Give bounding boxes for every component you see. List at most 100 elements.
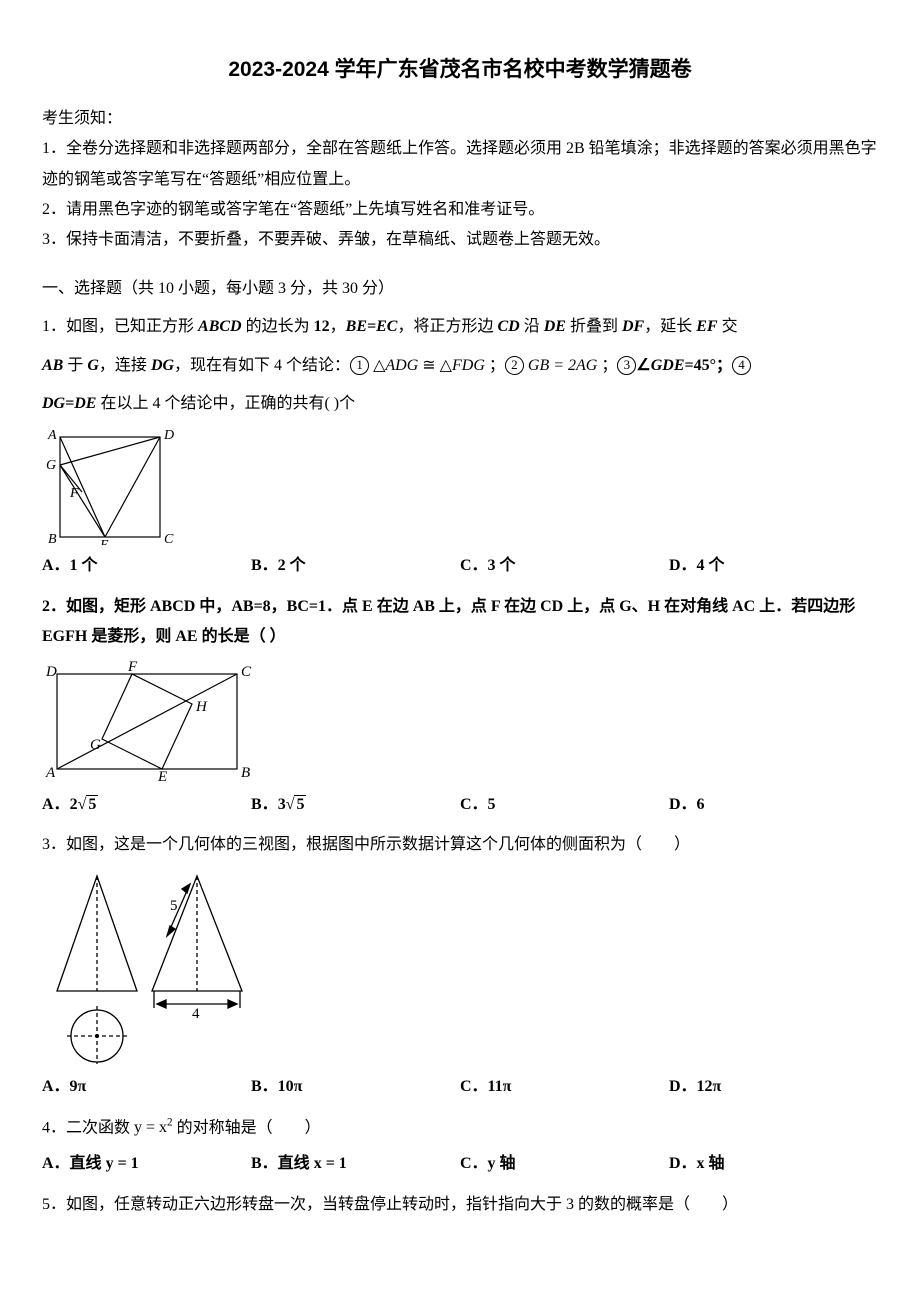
instructions-head: 考生须知： bbox=[42, 104, 878, 134]
q1-c3: GDE bbox=[651, 357, 685, 374]
q1-num: 1． bbox=[42, 318, 66, 335]
q1-ef: EF bbox=[696, 318, 717, 335]
q1-t1: 如图，已知正方形 bbox=[66, 318, 198, 335]
q1-len: 12 bbox=[314, 318, 330, 335]
q4-b-eq: x = 1 bbox=[314, 1155, 347, 1172]
question-5: 5．如图，任意转动正六边形转盘一次，当转盘停止转动时，指针指向大于 3 的数的概… bbox=[42, 1190, 878, 1220]
q1-t10: ，连接 bbox=[99, 357, 151, 374]
circled-1: 1 bbox=[350, 356, 369, 375]
svg-text:G: G bbox=[46, 458, 56, 473]
q2-opt-c: C．5 bbox=[460, 790, 669, 820]
svg-text:D: D bbox=[163, 428, 174, 443]
instruction-2: 2．请用黑色字迹的钢笔或答字笔在“答题纸”上先填写姓名和准考证号。 bbox=[42, 195, 878, 225]
q1-t5: 沿 bbox=[520, 318, 544, 335]
q1-c1a: ADG bbox=[385, 357, 418, 374]
question-2: 2．如图，矩形 ABCD 中，AB=8，BC=1．点 E 在边 AB 上，点 F… bbox=[42, 592, 878, 653]
svg-text:B: B bbox=[241, 765, 250, 781]
instruction-1: 1．全卷分选择题和非选择题两部分，全部在答题纸上作答。选择题必须用 2B 铅笔填… bbox=[42, 134, 878, 195]
svg-text:5: 5 bbox=[170, 898, 178, 914]
q1-t2: 的边长为 bbox=[242, 318, 314, 335]
q1-t11: ，现在有如下 4 个结论： bbox=[174, 357, 350, 374]
instructions-block: 考生须知： 1．全卷分选择题和非选择题两部分，全部在答题纸上作答。选择题必须用 … bbox=[42, 104, 878, 256]
q2-opt-b: B．3√5 bbox=[251, 790, 460, 820]
q1-dg: DG bbox=[151, 357, 174, 374]
question-1: 1．如图，已知正方形 ABCD 的边长为 12，BE=EC，将正方形边 CD 沿… bbox=[42, 312, 878, 342]
q2-opt-d: D．6 bbox=[669, 790, 878, 820]
q2-figure: D F C H G A E B bbox=[42, 659, 878, 784]
q1-opt-a: A．1 个 bbox=[42, 551, 251, 581]
q1-c3v: =45°； bbox=[684, 357, 732, 374]
q4-b-pre: B．直线 bbox=[251, 1155, 314, 1172]
q1-t9: 于 bbox=[63, 357, 87, 374]
q1-c1b: FDG bbox=[452, 357, 485, 374]
q3-opt-d: D．12π bbox=[669, 1072, 878, 1102]
svg-text:G: G bbox=[90, 737, 101, 753]
q2-a-val: 2√5 bbox=[70, 796, 99, 813]
q1-g: G bbox=[87, 357, 99, 374]
svg-text:F: F bbox=[69, 486, 79, 501]
instruction-3: 3．保持卡面清洁，不要折叠，不要弄破、弄皱，在草稿纸、试题卷上答题无效。 bbox=[42, 225, 878, 255]
q2-b-val: 3√5 bbox=[278, 796, 307, 813]
question-4: 4．二次函数 y = x2 的对称轴是（ ） bbox=[42, 1113, 878, 1144]
q1-t7: ，延长 bbox=[644, 318, 696, 335]
q1-opt-c: C．3 个 bbox=[460, 551, 669, 581]
circled-2: 2 bbox=[505, 356, 524, 375]
q3-opt-a: A．9π bbox=[42, 1072, 251, 1102]
q4-a-eq: y = 1 bbox=[106, 1155, 139, 1172]
q1-beec: BE=EC bbox=[346, 318, 398, 335]
q1-cd: CD bbox=[497, 318, 519, 335]
q4-fn-base: y = x bbox=[134, 1119, 167, 1136]
q1-opt-b: B．2 个 bbox=[251, 551, 460, 581]
q2-b-rad: 5 bbox=[294, 795, 306, 813]
q2-opt-a: A．2√5 bbox=[42, 790, 251, 820]
svg-text:A: A bbox=[45, 765, 56, 781]
q1-abcd: ABCD bbox=[198, 318, 242, 335]
q4-post: 的对称轴是（ ） bbox=[173, 1119, 321, 1136]
q1-de: DE bbox=[544, 318, 566, 335]
svg-text:C: C bbox=[164, 532, 174, 545]
q1-opt-d: D．4 个 bbox=[669, 551, 878, 581]
q3-opt-c: C．11π bbox=[460, 1072, 669, 1102]
q2-b-pre: B． bbox=[251, 796, 278, 813]
q1-options: A．1 个 B．2 个 C．3 个 D．4 个 bbox=[42, 551, 878, 581]
circled-3: 3 bbox=[617, 356, 636, 375]
q1-conc1: △ADG ≅ △FDG bbox=[373, 357, 485, 374]
q1-figure: A D G F B E C bbox=[42, 425, 878, 545]
svg-text:E: E bbox=[99, 538, 109, 545]
q4-fn: y = x2 bbox=[134, 1119, 173, 1136]
q4-opt-c: C．y 轴 bbox=[460, 1149, 669, 1179]
q2-a-pre: A． bbox=[42, 796, 70, 813]
q4-a-pre: A．直线 bbox=[42, 1155, 106, 1172]
svg-text:B: B bbox=[48, 532, 57, 545]
circled-4: 4 bbox=[732, 356, 751, 375]
svg-text:F: F bbox=[127, 659, 138, 675]
q1-df: DF bbox=[622, 318, 644, 335]
q4-opt-b: B．直线 x = 1 bbox=[251, 1149, 460, 1179]
svg-text:C: C bbox=[241, 664, 252, 680]
question-1-line2: AB 于 G，连接 DG，现在有如下 4 个结论：1 △ADG ≅ △FDG ；… bbox=[42, 351, 878, 381]
q2-options: A．2√5 B．3√5 C．5 D．6 bbox=[42, 790, 878, 820]
q4-opt-a: A．直线 y = 1 bbox=[42, 1149, 251, 1179]
svg-text:D: D bbox=[45, 664, 57, 680]
q4-options: A．直线 y = 1 B．直线 x = 1 C．y 轴 D．x 轴 bbox=[42, 1149, 878, 1179]
q4-opt-d: D．x 轴 bbox=[669, 1149, 878, 1179]
q4-pre: 4．二次函数 bbox=[42, 1119, 134, 1136]
q1-tail: 在以上 4 个结论中，正确的共有( )个 bbox=[96, 395, 355, 412]
page-title: 2023-2024 学年广东省茂名市名校中考数学猜题卷 bbox=[42, 50, 878, 90]
q2-b-coef: 3 bbox=[278, 796, 286, 813]
svg-text:E: E bbox=[157, 769, 167, 784]
svg-text:H: H bbox=[195, 699, 208, 715]
q1-t6: 折叠到 bbox=[566, 318, 622, 335]
question-3: 3．如图，这是一个几何体的三视图，根据图中所示数据计算这个几何体的侧面积为（ ） bbox=[42, 830, 878, 860]
svg-text:A: A bbox=[47, 428, 57, 443]
q1-t4: ，将正方形边 bbox=[397, 318, 497, 335]
section-1-heading: 一、选择题（共 10 小题，每小题 3 分，共 30 分） bbox=[42, 274, 878, 304]
question-1-line3: DG=DE 在以上 4 个结论中，正确的共有( )个 bbox=[42, 389, 878, 419]
q1-conc2: GB = 2AG bbox=[528, 357, 597, 374]
q1-ab: AB bbox=[42, 357, 63, 374]
q1-t8: 交 bbox=[718, 318, 738, 335]
q2-a-rad: 5 bbox=[86, 795, 98, 813]
q3-options: A．9π B．10π C．11π D．12π bbox=[42, 1072, 878, 1102]
q3-opt-b: B．10π bbox=[251, 1072, 460, 1102]
q1-t3: ， bbox=[330, 318, 346, 335]
